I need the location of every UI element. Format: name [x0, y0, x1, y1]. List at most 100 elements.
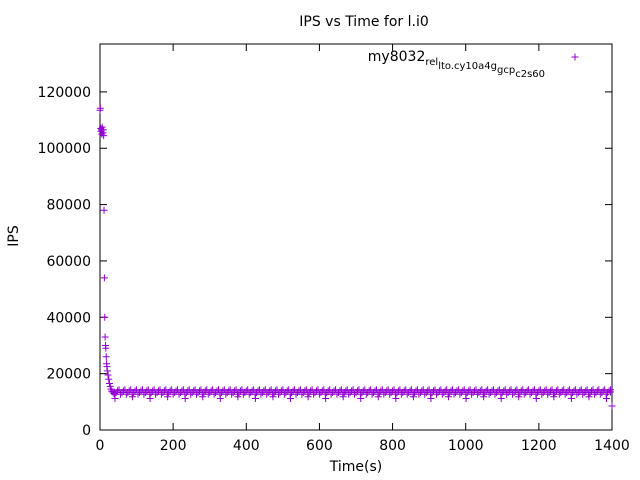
data-point — [125, 387, 133, 395]
data-point — [213, 387, 221, 395]
data-point — [292, 390, 300, 398]
legend-marker — [571, 53, 579, 61]
data-point — [336, 387, 344, 395]
data-point — [234, 393, 242, 401]
data-point — [520, 390, 528, 398]
data-point — [526, 390, 534, 398]
data-point — [377, 387, 385, 395]
data-point — [129, 393, 137, 401]
x-tick-label: 400 — [233, 438, 260, 454]
y-tick-label: 0 — [82, 423, 91, 439]
data-point — [532, 394, 540, 402]
y-tick-label: 100000 — [38, 141, 91, 157]
data-point — [190, 387, 198, 395]
data-point — [310, 390, 318, 398]
x-tick-label: 800 — [379, 438, 406, 454]
data-point — [100, 132, 108, 140]
data-point — [582, 387, 590, 395]
data-point — [515, 393, 523, 401]
data-point — [476, 387, 484, 395]
x-tick-label: 0 — [96, 438, 105, 454]
data-point — [272, 387, 280, 395]
data-point — [427, 394, 435, 402]
data-point — [607, 386, 615, 394]
data-point — [104, 371, 112, 379]
data-point — [509, 390, 517, 398]
data-point — [383, 387, 391, 395]
data-point — [199, 393, 207, 401]
data-point — [348, 387, 356, 395]
data-point — [96, 104, 104, 112]
data-point — [412, 387, 420, 395]
data-point — [228, 390, 236, 398]
data-point — [287, 394, 295, 402]
data-point — [101, 333, 109, 341]
x-tick-label: 1000 — [448, 438, 484, 454]
data-point — [579, 390, 587, 398]
data-point — [266, 387, 274, 395]
data-point — [146, 394, 154, 402]
data-point — [462, 394, 470, 402]
data-point — [155, 387, 163, 395]
data-point — [216, 394, 224, 402]
data-point — [456, 390, 464, 398]
data-point — [599, 387, 607, 395]
data-point — [552, 387, 560, 395]
legend-marker-symbol — [571, 53, 579, 61]
data-point — [122, 390, 130, 398]
data-point — [438, 390, 446, 398]
data-point — [172, 387, 180, 395]
data-point — [184, 387, 192, 395]
data-point — [301, 387, 309, 395]
data-point — [570, 387, 578, 395]
data-point — [473, 390, 481, 398]
data-point — [140, 390, 148, 398]
data-point — [523, 387, 531, 395]
data-point — [277, 387, 285, 395]
data-point — [164, 393, 172, 401]
data-point — [102, 344, 110, 352]
data-point — [588, 387, 596, 395]
data-point — [345, 390, 353, 398]
data-point — [245, 390, 253, 398]
data-point — [137, 387, 145, 395]
data-point — [119, 387, 127, 395]
chart-title: IPS vs Time for l.i0 — [299, 14, 429, 30]
data-point — [298, 390, 306, 398]
data-point — [362, 390, 370, 398]
data-point — [315, 390, 323, 398]
data-point — [567, 394, 575, 402]
data-point — [445, 393, 453, 401]
data-point — [166, 387, 174, 395]
data-point — [538, 390, 546, 398]
data-point — [517, 387, 525, 395]
y-axis-label: IPS — [6, 225, 22, 247]
data-point — [274, 390, 282, 398]
data-point — [529, 387, 537, 395]
plot-border — [99, 43, 613, 431]
data-point — [201, 387, 209, 395]
legend-label: my8032rellto.cy10a4ggcpc2s60 — [368, 49, 545, 80]
data-point — [480, 393, 488, 401]
data-point — [392, 394, 400, 402]
data-point — [468, 390, 476, 398]
data-point — [491, 390, 499, 398]
data-point — [333, 390, 341, 398]
data-point — [111, 394, 119, 402]
data-point — [114, 387, 122, 395]
x-tick-label: 1200 — [521, 438, 557, 454]
data-point — [371, 387, 379, 395]
data-point — [380, 390, 388, 398]
data-point — [421, 390, 429, 398]
data-point — [374, 393, 382, 401]
y-axis-ticks: 0 20000 40000 60000 80000 100000 120000 — [38, 85, 612, 439]
data-point — [403, 390, 411, 398]
data-point — [424, 387, 432, 395]
data-point — [152, 390, 160, 398]
data-point — [365, 387, 373, 395]
data-point — [103, 367, 111, 375]
data-point — [342, 387, 350, 395]
data-point — [564, 387, 572, 395]
data-point — [503, 390, 511, 398]
data-point — [550, 393, 558, 401]
